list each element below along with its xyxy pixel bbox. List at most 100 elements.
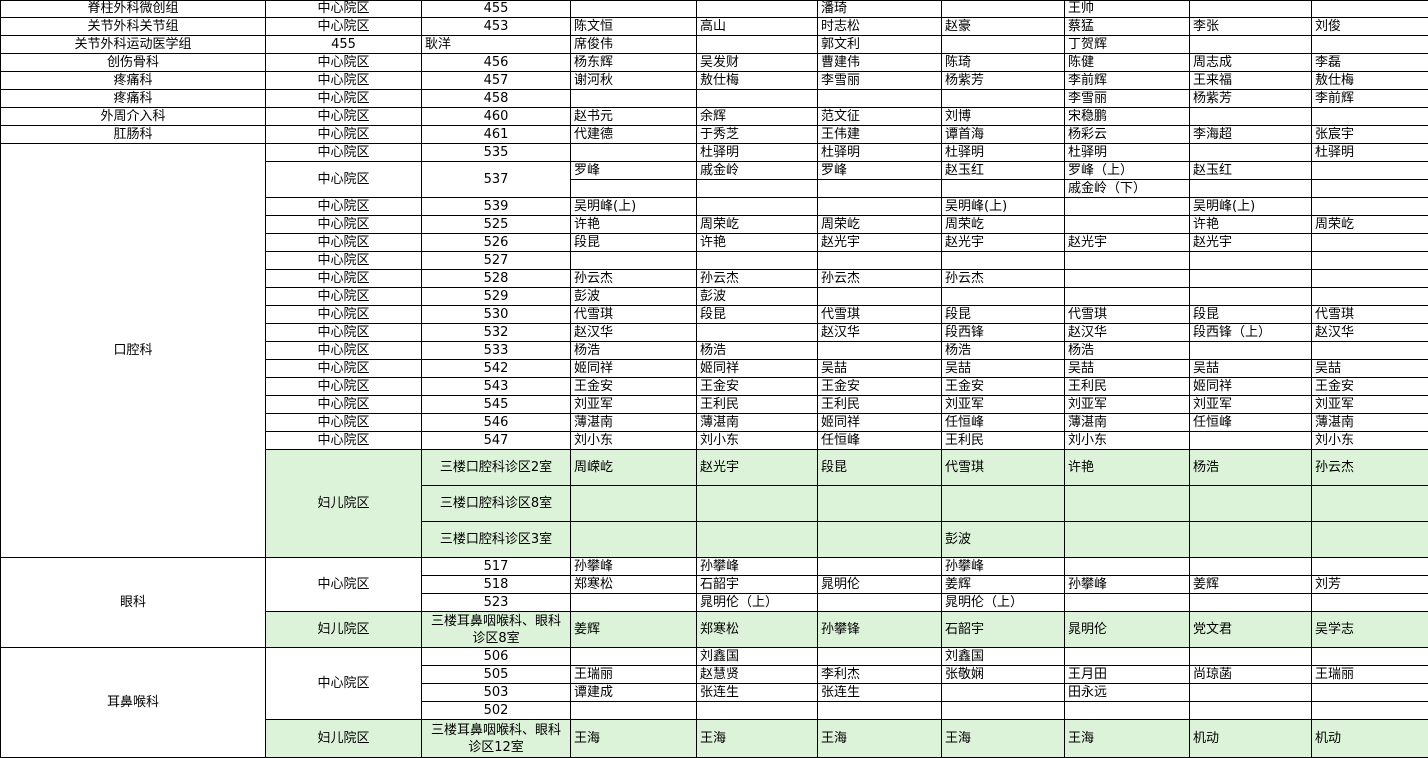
doctor-cell[interactable] <box>942 36 1065 54</box>
doctor-cell[interactable]: 王海 <box>818 720 942 758</box>
doctor-cell[interactable] <box>942 702 1065 720</box>
doctor-cell[interactable]: 王利民 <box>942 432 1065 450</box>
doctor-cell[interactable]: 晁明伦 <box>1065 612 1190 648</box>
doctor-cell[interactable]: 戚金岭 <box>697 162 818 180</box>
campus-cell[interactable]: 中心院区 <box>266 306 422 324</box>
doctor-cell[interactable] <box>1065 594 1190 612</box>
room-cell[interactable]: 545 <box>422 396 571 414</box>
room-cell[interactable]: 502 <box>422 702 571 720</box>
doctor-cell[interactable]: 吴明峰(上) <box>571 198 697 216</box>
doctor-cell[interactable]: 王海 <box>942 720 1065 758</box>
campus-cell[interactable]: 中心院区 <box>266 144 422 162</box>
doctor-cell[interactable]: 郭文利 <box>818 36 942 54</box>
doctor-cell[interactable]: 孙云杰 <box>697 270 818 288</box>
doctor-cell[interactable] <box>697 522 818 558</box>
campus-cell[interactable]: 中心院区 <box>266 432 422 450</box>
doctor-cell[interactable] <box>1190 648 1312 666</box>
doctor-cell[interactable]: 吴学志 <box>1312 612 1428 648</box>
doctor-cell[interactable] <box>1190 108 1312 126</box>
doctor-cell[interactable] <box>818 648 942 666</box>
doctor-cell[interactable]: 姜辉 <box>571 612 697 648</box>
doctor-cell[interactable] <box>1065 288 1190 306</box>
doctor-cell[interactable]: 姜辉 <box>942 576 1065 594</box>
department-cell[interactable]: 肛肠科 <box>1 126 266 144</box>
doctor-cell[interactable]: 赵慧贤 <box>697 666 818 684</box>
room-cell[interactable]: 506 <box>422 648 571 666</box>
room-cell[interactable]: 528 <box>422 270 571 288</box>
doctor-cell[interactable]: 孙攀峰 <box>942 558 1065 576</box>
doctor-cell[interactable]: 杨浩 <box>1065 342 1190 360</box>
doctor-cell[interactable] <box>1312 108 1428 126</box>
doctor-cell[interactable]: 姜辉 <box>1190 576 1312 594</box>
campus-cell[interactable]: 中心院区 <box>266 414 422 432</box>
doctor-cell[interactable]: 姬同祥 <box>571 360 697 378</box>
doctor-cell[interactable] <box>818 522 942 558</box>
doctor-cell[interactable]: 孙云杰 <box>818 270 942 288</box>
doctor-cell[interactable]: 薄湛南 <box>1065 414 1190 432</box>
campus-cell[interactable]: 中心院区 <box>266 648 422 720</box>
room-cell[interactable]: 526 <box>422 234 571 252</box>
doctor-cell[interactable]: 王海 <box>571 720 697 758</box>
doctor-cell[interactable] <box>1190 432 1312 450</box>
doctor-cell[interactable]: 彭波 <box>942 522 1065 558</box>
room-cell[interactable]: 542 <box>422 360 571 378</box>
doctor-cell[interactable]: 李前辉 <box>1065 72 1190 90</box>
doctor-cell[interactable] <box>1312 180 1428 198</box>
doctor-cell[interactable]: 许艳 <box>1190 216 1312 234</box>
doctor-cell[interactable] <box>1190 180 1312 198</box>
doctor-cell[interactable]: 晁明伦（上） <box>942 594 1065 612</box>
doctor-cell[interactable] <box>571 702 697 720</box>
doctor-cell[interactable] <box>697 180 818 198</box>
doctor-cell[interactable]: 王海 <box>697 720 818 758</box>
doctor-cell[interactable]: 王帅 <box>1065 1 1190 18</box>
doctor-cell[interactable]: 杨浩 <box>571 342 697 360</box>
doctor-cell[interactable] <box>1312 702 1428 720</box>
doctor-cell[interactable] <box>942 180 1065 198</box>
doctor-cell[interactable]: 陈健 <box>1065 54 1190 72</box>
doctor-cell[interactable]: 王金安 <box>942 378 1065 396</box>
doctor-cell[interactable] <box>1312 522 1428 558</box>
doctor-cell[interactable] <box>1190 36 1312 54</box>
doctor-cell[interactable]: 范文征 <box>818 108 942 126</box>
doctor-cell[interactable] <box>1190 1 1312 18</box>
doctor-cell[interactable]: 时志松 <box>818 18 942 36</box>
doctor-cell[interactable]: 李张 <box>1190 18 1312 36</box>
doctor-cell[interactable] <box>697 324 818 342</box>
campus-cell[interactable]: 中心院区 <box>266 360 422 378</box>
doctor-cell[interactable] <box>818 90 942 108</box>
doctor-cell[interactable]: 王月田 <box>1065 666 1190 684</box>
doctor-cell[interactable] <box>1065 648 1190 666</box>
room-cell[interactable]: 三楼口腔科诊区2室 <box>422 450 571 486</box>
doctor-cell[interactable]: 孙云杰 <box>571 270 697 288</box>
doctor-cell[interactable]: 张敬娴 <box>942 666 1065 684</box>
doctor-cell[interactable] <box>942 684 1065 702</box>
doctor-cell[interactable]: 李海超 <box>1190 126 1312 144</box>
doctor-cell[interactable]: 王海 <box>1065 720 1190 758</box>
doctor-cell[interactable]: 谭建成 <box>571 684 697 702</box>
campus-cell[interactable]: 中心院区 <box>266 252 422 270</box>
doctor-cell[interactable]: 任恒峰 <box>818 432 942 450</box>
doctor-cell[interactable]: 尚琼菡 <box>1190 666 1312 684</box>
doctor-cell[interactable]: 代雪琪 <box>818 306 942 324</box>
doctor-cell[interactable]: 李雪丽 <box>818 72 942 90</box>
doctor-cell[interactable]: 张宸宇 <box>1312 126 1428 144</box>
doctor-cell[interactable]: 王利民 <box>1065 378 1190 396</box>
doctor-cell[interactable]: 王来福 <box>1190 72 1312 90</box>
doctor-cell[interactable]: 赵汉华 <box>818 324 942 342</box>
doctor-cell[interactable]: 李雪丽 <box>1065 90 1190 108</box>
department-cell[interactable]: 耳鼻喉科 <box>1 648 266 758</box>
doctor-cell[interactable]: 刘博 <box>942 108 1065 126</box>
doctor-cell[interactable]: 王金安 <box>571 378 697 396</box>
doctor-cell[interactable] <box>1190 342 1312 360</box>
doctor-cell[interactable]: 石韶宇 <box>697 576 818 594</box>
doctor-cell[interactable]: 薄湛南 <box>571 414 697 432</box>
doctor-cell[interactable]: 孙攀峰 <box>571 558 697 576</box>
doctor-cell[interactable] <box>818 198 942 216</box>
doctor-cell[interactable]: 赵光宇 <box>1190 234 1312 252</box>
room-cell[interactable]: 532 <box>422 324 571 342</box>
doctor-cell[interactable]: 王利民 <box>697 396 818 414</box>
doctor-cell[interactable]: 刘亚军 <box>1065 396 1190 414</box>
doctor-cell[interactable]: 机动 <box>1190 720 1312 758</box>
room-cell[interactable]: 458 <box>422 90 571 108</box>
doctor-cell[interactable] <box>697 486 818 522</box>
